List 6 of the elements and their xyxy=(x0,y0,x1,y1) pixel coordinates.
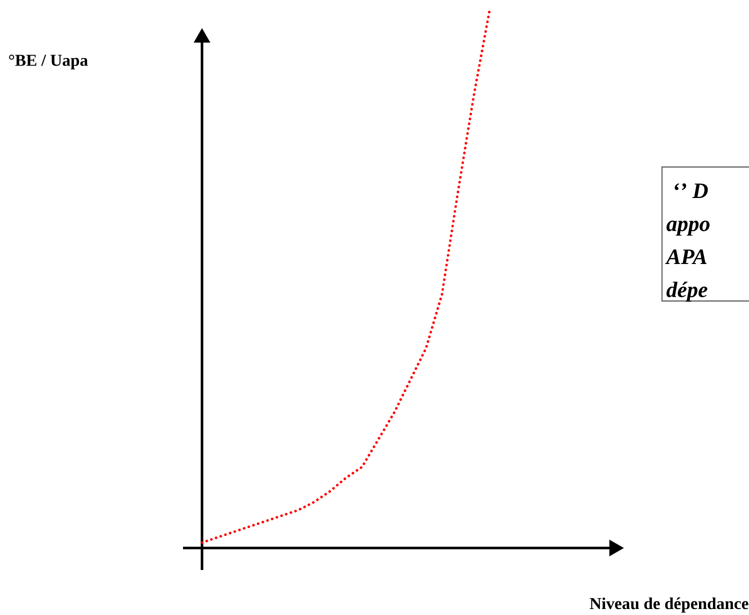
text: Niveau de dépendance xyxy=(590,597,748,613)
text: ‘’ D xyxy=(674,183,708,198)
text: °BE / Uapa xyxy=(9,54,88,70)
text: dépe xyxy=(666,282,708,302)
text: appo xyxy=(666,220,710,236)
text: APA xyxy=(665,249,707,264)
